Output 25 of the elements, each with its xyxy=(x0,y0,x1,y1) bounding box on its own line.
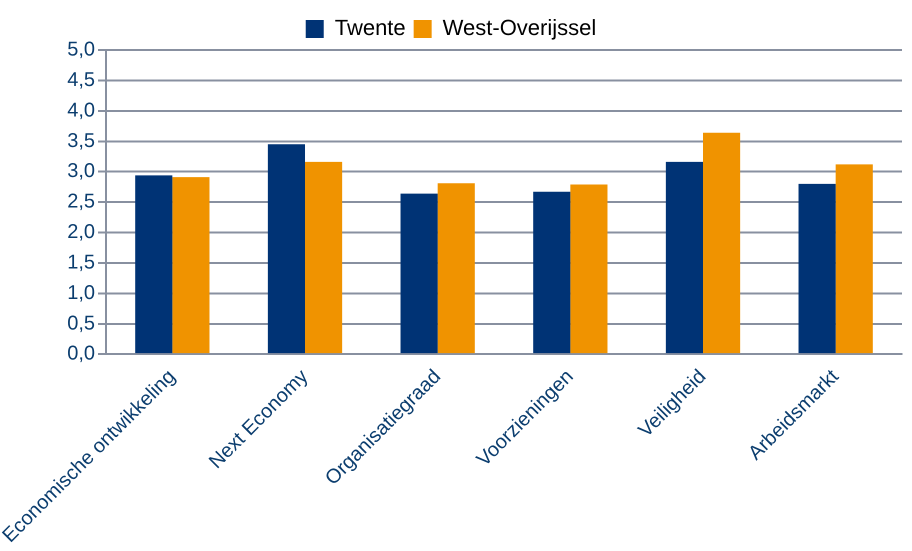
bar xyxy=(135,175,172,354)
y-tick-label: 1,0 xyxy=(67,282,96,304)
legend-label: West-Overijssel xyxy=(442,15,596,40)
bar xyxy=(438,183,475,354)
y-tick-label: 3,0 xyxy=(67,160,96,182)
y-tick-label: 1,5 xyxy=(67,251,96,274)
y-tick-label: 4,5 xyxy=(67,68,96,91)
bar xyxy=(400,194,438,354)
bar xyxy=(703,132,740,354)
y-tick-label: 3,5 xyxy=(67,130,96,152)
y-tick-label: 2,5 xyxy=(67,190,96,213)
y-tick-label: 0,0 xyxy=(67,342,96,365)
legend-label: Twente xyxy=(334,15,406,40)
bar xyxy=(172,177,210,354)
bar xyxy=(836,164,873,354)
bar xyxy=(798,184,836,354)
y-tick-label: 0,5 xyxy=(67,312,96,334)
y-tick-label: 5,0 xyxy=(67,38,96,61)
y-tick-label: 4,0 xyxy=(67,99,96,122)
y-tick-label: 2,0 xyxy=(67,221,96,244)
bar xyxy=(268,144,306,354)
bar xyxy=(570,184,608,354)
bar xyxy=(533,192,570,354)
bar xyxy=(666,162,704,354)
bar xyxy=(305,162,342,354)
